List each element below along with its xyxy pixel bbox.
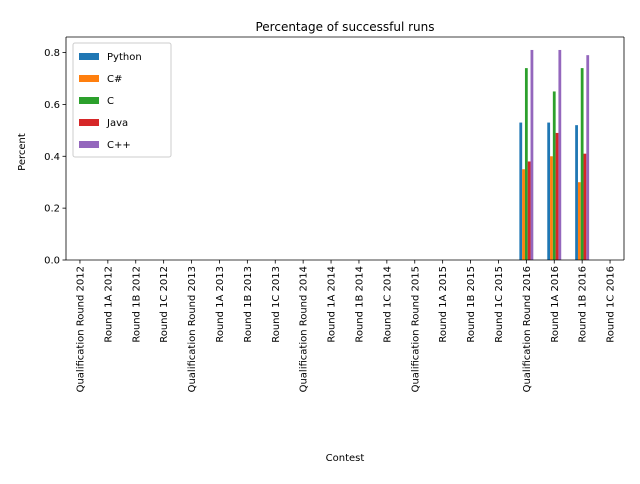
- x-tick-label: Round 1B 2016: [578, 266, 589, 343]
- bar: [586, 55, 590, 261]
- bar: [550, 156, 553, 260]
- x-tick-label: Round 1A 2015: [438, 266, 449, 343]
- x-tick-label: Round 1B 2015: [466, 266, 477, 343]
- x-tick-label: Qualification Round 2016: [522, 266, 533, 392]
- bar: [558, 49, 562, 260]
- x-tick-label: Round 1C 2012: [159, 266, 170, 343]
- legend-swatch: [79, 141, 99, 148]
- x-tick-label: Qualification Round 2012: [75, 266, 86, 392]
- y-tick-label: 0.2: [44, 204, 60, 215]
- bar: [524, 68, 528, 261]
- axes: 0.0 0.2 0.4 0.6 0.8 Qualification Round 2012 R…: [44, 36, 625, 392]
- legend-label: Python: [107, 52, 142, 63]
- x-tick-label: Round 1B 2014: [354, 266, 365, 343]
- legend-swatch: [79, 75, 99, 82]
- x-tick-label: Qualification Round 2013: [187, 266, 198, 392]
- y-tick-label: 0.0: [44, 256, 60, 267]
- legend: Python C# C Java C++: [72, 42, 172, 158]
- y-axis-label: Percent: [17, 133, 28, 171]
- x-tick-label: Qualification Round 2014: [299, 266, 310, 392]
- bar: [583, 153, 587, 260]
- x-tick-label: Qualification Round 2015: [410, 266, 421, 392]
- bar: [552, 91, 556, 260]
- bar: [580, 68, 584, 261]
- x-tick-label: Round 1A 2014: [327, 266, 338, 343]
- y-tick-label: 0.4: [44, 152, 60, 163]
- bar: [527, 161, 531, 260]
- legend-label: Java: [106, 118, 128, 129]
- legend-swatch: [79, 97, 99, 104]
- x-tick-label: Round 1B 2013: [243, 266, 254, 343]
- legend-frame: [72, 42, 172, 158]
- x-tick-label: Round 1A 2016: [550, 266, 561, 343]
- x-tick-label: Round 1A 2013: [215, 266, 226, 343]
- bar: [530, 49, 534, 260]
- bar: [519, 122, 523, 261]
- legend-swatch: [79, 119, 99, 126]
- legend-swatch: [79, 53, 99, 60]
- x-tick-label: Round 1A 2012: [103, 266, 114, 343]
- plot-area: [519, 49, 590, 261]
- x-tick-label: Round 1B 2012: [131, 266, 142, 343]
- chart-title: Percentage of successful runs: [255, 20, 434, 34]
- x-tick-label: Round 1C 2016: [606, 266, 617, 343]
- x-tick-label: Round 1C 2013: [271, 266, 282, 343]
- bar: [575, 125, 578, 261]
- x-axis-label: Contest: [326, 453, 365, 464]
- legend-label: C#: [107, 74, 122, 85]
- legend-label: C: [107, 96, 114, 107]
- bar: [547, 122, 551, 261]
- x-tick-label: Round 1C 2014: [382, 266, 393, 343]
- bar: [522, 169, 525, 260]
- bar: [577, 182, 581, 260]
- x-tick-label: Round 1C 2015: [494, 266, 505, 343]
- y-tick-label: 0.6: [44, 100, 60, 111]
- bar: [555, 132, 559, 260]
- legend-label: C++: [107, 140, 131, 151]
- y-tick-label: 0.8: [44, 48, 60, 59]
